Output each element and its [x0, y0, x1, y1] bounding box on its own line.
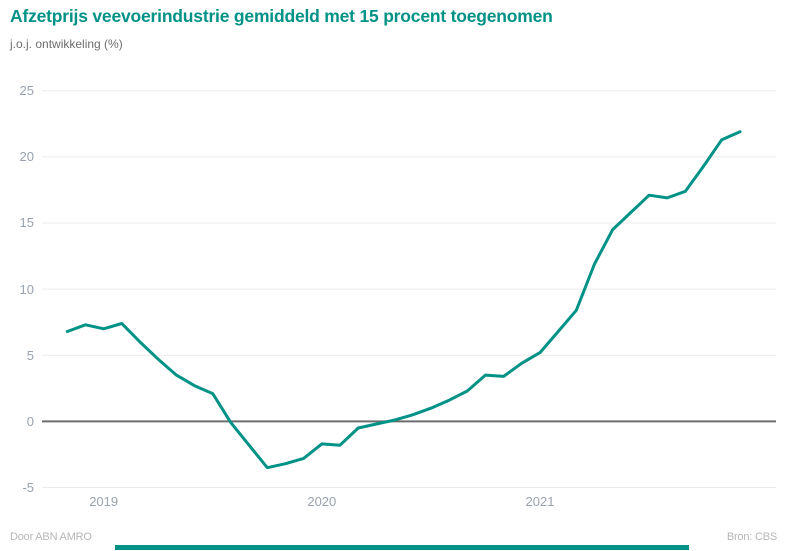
- x-axis-label: 2021: [525, 494, 555, 509]
- credit-label: Door ABN AMRO: [10, 531, 92, 543]
- chart-subtitle: j.o.j. ontwikkeling (%): [10, 37, 123, 51]
- source-label: Bron: CBS: [726, 531, 777, 543]
- y-axis-label: -5: [22, 480, 34, 496]
- y-axis-label: 20: [19, 149, 34, 165]
- x-axis-label: 2019: [89, 494, 119, 509]
- y-axis-label: 25: [19, 83, 34, 99]
- series-line: [65, 130, 742, 470]
- chart-title: Afzetprijs veevoerindustrie gemiddeld me…: [10, 6, 553, 26]
- y-axis-label: 5: [26, 347, 34, 363]
- y-axis-label: 15: [19, 215, 34, 231]
- brand-bottom-bar: [115, 545, 689, 550]
- y-axis-label: 10: [19, 281, 34, 297]
- y-axis-label: 0: [26, 413, 34, 429]
- x-axis-label: 2020: [307, 494, 337, 509]
